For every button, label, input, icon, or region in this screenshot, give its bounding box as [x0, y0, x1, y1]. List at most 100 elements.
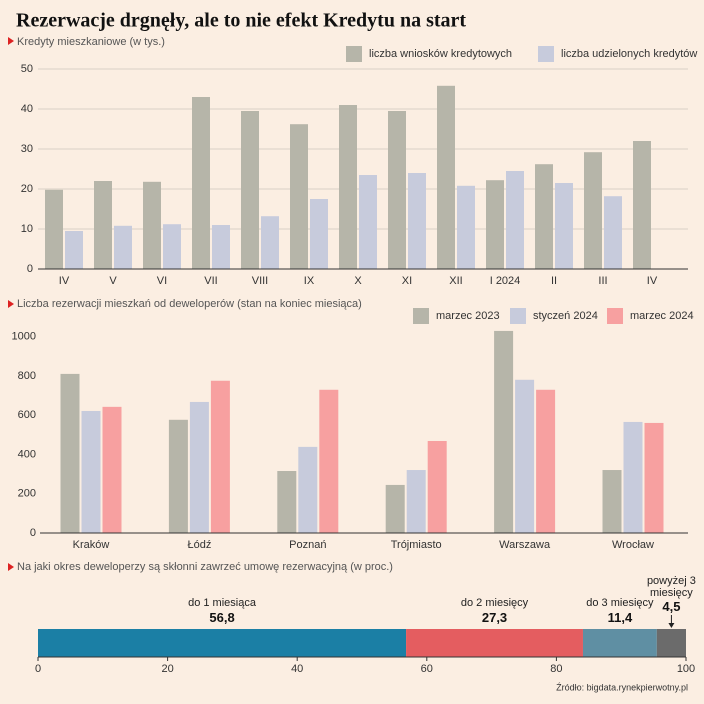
x-tick-label: 80 [550, 663, 562, 675]
value-label: 27,3 [481, 610, 508, 625]
x-tick-label: VII [204, 275, 217, 287]
x-tick-label: I 2024 [490, 275, 521, 287]
bar [535, 164, 553, 269]
x-tick-label: Trójmiasto [391, 539, 442, 551]
bar [241, 111, 259, 269]
bar [81, 410, 101, 533]
bar [277, 471, 297, 533]
legend-label: liczba wniosków kredytowych [369, 48, 512, 60]
bar-segment [656, 629, 686, 657]
x-tick-label: VIII [252, 275, 269, 287]
x-tick-label: IV [59, 275, 70, 287]
bar [60, 373, 80, 533]
x-tick-label: 60 [421, 663, 433, 675]
bar [406, 470, 426, 533]
legend-label: marzec 2024 [630, 310, 694, 322]
x-tick-label: IX [304, 275, 315, 287]
value-label: 56,8 [209, 610, 235, 625]
bar [457, 185, 475, 269]
y-tick-label: 600 [18, 409, 36, 421]
legend-label: styczeń 2024 [533, 310, 598, 322]
bar [388, 111, 406, 269]
x-tick-label: X [354, 275, 362, 287]
bar [644, 422, 664, 533]
bar [143, 181, 161, 269]
bar [486, 180, 504, 269]
legend-swatch [510, 308, 526, 324]
marker [8, 300, 14, 308]
x-tick-label: Warszawa [499, 539, 551, 551]
bar [584, 152, 602, 269]
bar [339, 105, 357, 269]
legend-swatch [413, 308, 429, 324]
x-tick-label: Wrocław [612, 539, 654, 551]
x-tick-label: IV [647, 275, 658, 287]
bar [494, 330, 514, 533]
bar [261, 216, 279, 269]
bar-segment [582, 629, 657, 657]
bar-segment [406, 629, 583, 657]
bar [102, 406, 122, 533]
segment-label: do 1 miesiąca [188, 597, 256, 609]
subtitle: Kredyty mieszkaniowe (w tys.) [17, 36, 165, 48]
bar [45, 189, 63, 269]
bar [385, 484, 405, 533]
subtitle: Liczba rezerwacji mieszkań od deweloperó… [17, 298, 362, 310]
bar [298, 446, 318, 533]
x-tick-label: Łódź [187, 539, 211, 551]
segment-label: powyżej 3 miesięcy [646, 575, 696, 599]
y-tick-label: 20 [21, 183, 33, 195]
value-label: 11,4 [607, 610, 633, 625]
bar [290, 124, 308, 269]
x-tick-label: II [551, 275, 557, 287]
bar [114, 225, 132, 269]
x-tick-label: Poznań [289, 539, 326, 551]
marker [8, 37, 14, 45]
x-tick-label: Kraków [73, 539, 110, 551]
bar [192, 97, 210, 269]
bar [427, 440, 447, 533]
x-tick-label: V [109, 275, 117, 287]
bar [437, 85, 455, 269]
legend-label: marzec 2023 [436, 310, 500, 322]
bar [359, 175, 377, 269]
bar [408, 173, 426, 269]
legend-label: liczba udzielonych kredytów [561, 48, 697, 60]
bar [210, 380, 230, 533]
x-tick-label: VI [157, 275, 167, 287]
y-tick-label: 0 [30, 527, 36, 539]
bar [189, 401, 209, 533]
bar [604, 196, 622, 269]
y-tick-label: 800 [18, 370, 36, 382]
arrow-head [668, 623, 675, 628]
subtitle: Na jaki okres deweloperzy są skłonni zaw… [17, 561, 393, 573]
bar [319, 389, 339, 533]
value-label: 4,5 [662, 599, 681, 614]
bar [623, 421, 643, 533]
y-tick-label: 50 [21, 63, 33, 75]
y-tick-label: 40 [21, 103, 33, 115]
segment-label: do 3 miesięcy [586, 597, 654, 609]
x-tick-label: XII [449, 275, 462, 287]
x-tick-label: 40 [291, 663, 303, 675]
bar [212, 225, 230, 269]
bar [536, 389, 556, 533]
bar [168, 419, 188, 533]
segment-label: do 2 miesięcy [460, 597, 529, 609]
legend-swatch [346, 46, 362, 62]
chart-title: Rezerwacje drgnęły, ale to nie efekt Kre… [16, 10, 466, 32]
x-tick-label: III [598, 275, 607, 287]
x-tick-label: XI [402, 275, 412, 287]
y-tick-label: 400 [18, 448, 36, 460]
bar [555, 183, 573, 269]
bar [515, 379, 535, 533]
legend-swatch [607, 308, 623, 324]
y-tick-label: 10 [21, 223, 33, 235]
bar [163, 224, 181, 269]
y-tick-label: 0 [27, 263, 33, 275]
bar [506, 171, 524, 269]
bar-segment [38, 629, 407, 657]
bar [310, 199, 328, 269]
source: Źródło: bigdata.rynekpierwotny.pl [556, 682, 688, 692]
